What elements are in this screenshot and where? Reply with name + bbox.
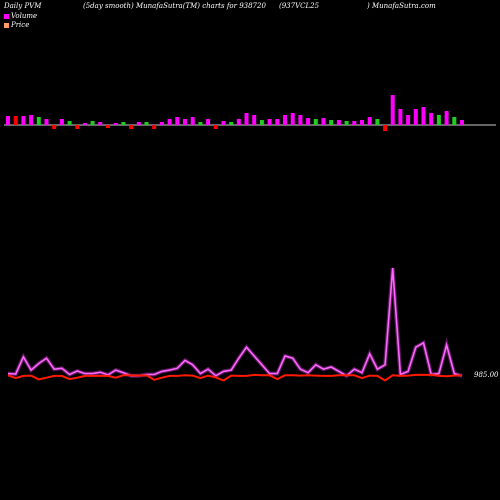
volume-bar xyxy=(267,119,272,125)
volume-bar xyxy=(298,115,303,125)
volume-bar xyxy=(336,120,341,125)
volume-bar xyxy=(383,125,388,131)
volume-bar xyxy=(429,113,434,125)
volume-bar xyxy=(21,116,26,125)
volume-bar xyxy=(229,122,234,125)
volume-bar xyxy=(121,122,126,125)
legend-volume-swatch xyxy=(4,14,9,19)
volume-bar xyxy=(59,119,64,125)
volume-bar xyxy=(113,123,118,125)
volume-bar xyxy=(221,121,226,125)
volume-bar xyxy=(283,115,287,125)
volume-bar xyxy=(313,119,318,125)
volume-bar xyxy=(413,109,418,125)
legend-volume-label: Volume xyxy=(11,12,38,20)
volume-bar xyxy=(82,123,87,125)
volume-bar xyxy=(344,121,349,125)
volume-bar xyxy=(75,125,80,129)
volume-bar xyxy=(436,115,441,125)
volume-bar xyxy=(367,117,372,125)
volume-bar xyxy=(398,109,403,125)
volume-bar xyxy=(236,119,241,125)
volume-bar xyxy=(44,119,49,125)
volume-bar xyxy=(36,117,41,125)
volume-bar xyxy=(144,122,149,125)
volume-bar xyxy=(252,115,257,125)
volume-bar xyxy=(352,121,357,125)
volume-bar xyxy=(152,125,157,129)
volume-bar xyxy=(106,125,110,128)
volume-bar xyxy=(259,120,264,125)
volume-bar xyxy=(167,119,172,125)
volume-bar xyxy=(129,125,134,129)
legend-price: Price xyxy=(4,21,29,29)
volume-bar xyxy=(190,117,195,125)
volume-bar xyxy=(13,116,18,125)
volume-bar xyxy=(390,95,395,125)
volume-bar xyxy=(29,115,34,125)
volume-bar xyxy=(460,120,464,125)
chart-title-center: (5day smooth) MunafaSutra(TM) charts for… xyxy=(83,2,266,10)
volume-bar xyxy=(136,122,141,125)
volume-bar xyxy=(452,117,457,125)
volume-bars xyxy=(6,95,464,131)
volume-bar xyxy=(306,118,311,125)
volume-bar xyxy=(183,119,187,125)
volume-bar xyxy=(206,119,211,125)
volume-bar xyxy=(406,115,411,125)
volume-bar xyxy=(175,117,180,125)
volume-bar xyxy=(421,107,426,125)
legend-price-swatch xyxy=(4,23,9,28)
legend-volume: Volume xyxy=(4,12,37,20)
volume-bar xyxy=(213,125,218,129)
chart-title-symbol: (937VCL25 xyxy=(279,2,320,10)
chart-title-site: ) MunafaSutra.com xyxy=(367,2,436,10)
volume-bar xyxy=(360,120,364,125)
volume-bar xyxy=(6,116,10,125)
volume-bar xyxy=(329,120,334,125)
volume-bar xyxy=(444,111,449,125)
volume-bar xyxy=(198,122,203,125)
chart-title-left: Daily PVM xyxy=(4,2,42,10)
volume-bar xyxy=(98,122,103,125)
legend-price-label: Price xyxy=(11,21,30,29)
volume-bar xyxy=(290,113,295,125)
volume-bar xyxy=(375,119,380,125)
volume-bar xyxy=(67,121,72,125)
volume-bar xyxy=(321,118,326,125)
volume-line xyxy=(7,267,463,377)
volume-bar xyxy=(159,122,164,125)
volume-bar xyxy=(275,119,280,125)
price-line xyxy=(7,373,463,382)
volume-bar xyxy=(52,125,57,129)
volume-bar xyxy=(90,121,95,125)
price-axis-label: 985.00 xyxy=(474,371,499,379)
volume-bar xyxy=(244,113,249,125)
